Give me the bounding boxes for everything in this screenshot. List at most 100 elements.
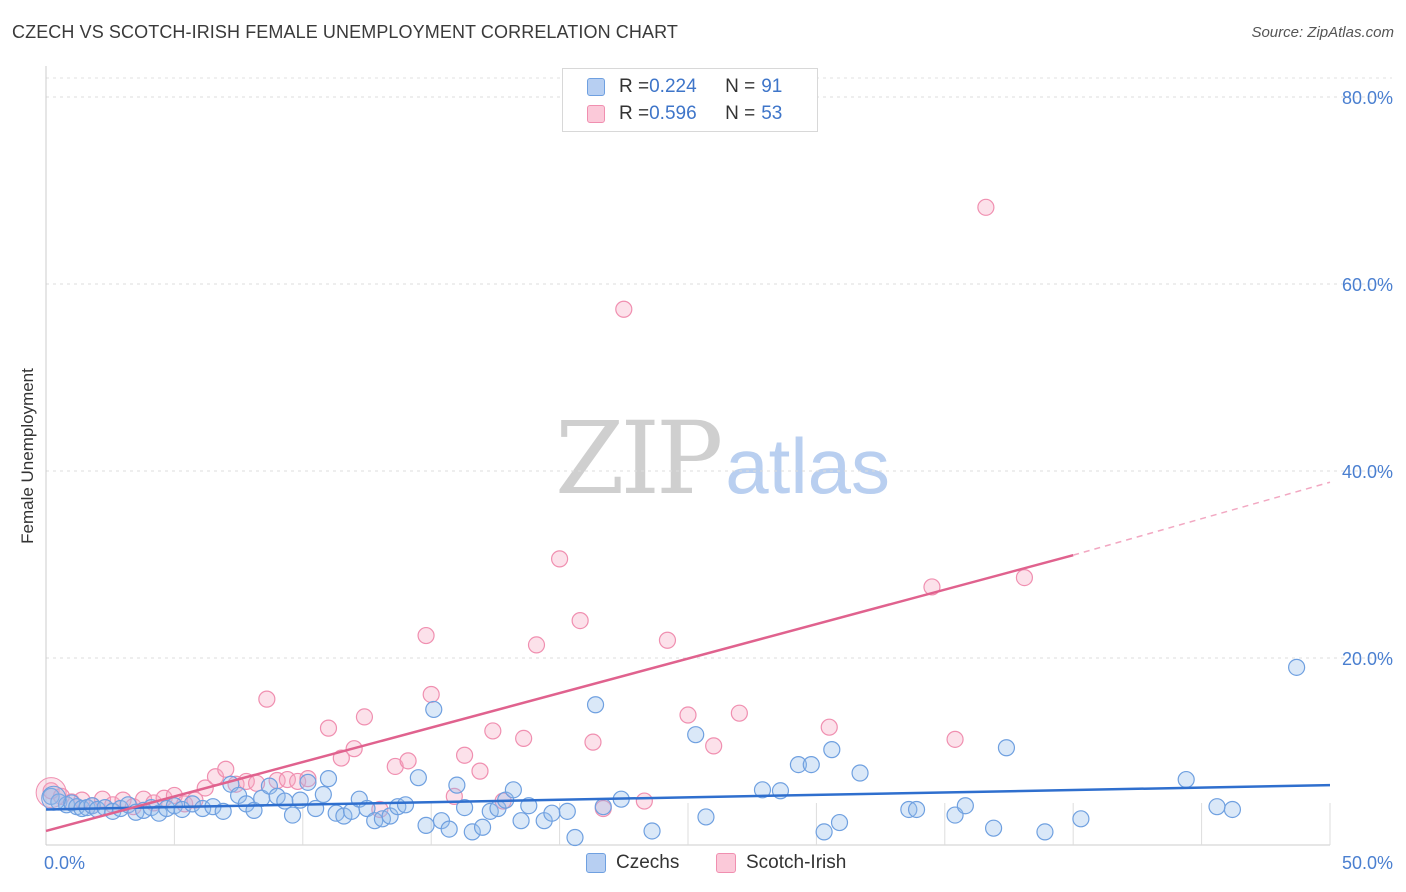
- czechs-point: [1208, 798, 1226, 816]
- scotch-irish-trend-line: [45, 553, 1074, 833]
- scotch-irish-point: [658, 631, 677, 649]
- legend-row-czechs: R = 0.224 N = 91: [587, 75, 782, 99]
- scotch-irish-point: [571, 611, 589, 630]
- czechs-point: [815, 823, 833, 841]
- czechs-point: [586, 696, 605, 714]
- czechs-point: [802, 755, 820, 774]
- czechs-point: [543, 804, 561, 822]
- x-tick-label-min: 0.0%: [44, 853, 85, 873]
- legend-swatch-czechs: [587, 78, 605, 96]
- trend-lines: [45, 481, 1331, 833]
- series-legend-label-scotch-irish: Scotch-Irish: [746, 852, 847, 873]
- czechs-point: [566, 828, 584, 847]
- scotch-irish-point: [820, 718, 838, 736]
- legend-r-label: R =: [619, 76, 650, 97]
- legend-r-value: 0.596: [649, 103, 697, 124]
- czechs-cluster-point: [41, 785, 67, 811]
- scotch-irish-point: [527, 636, 546, 654]
- legend-n-label: N =: [725, 103, 756, 124]
- czechs-point: [173, 800, 191, 819]
- y-tick-label: 80.0%: [1342, 88, 1393, 108]
- scotch-irish-point: [471, 762, 489, 780]
- scotch-irish-point: [946, 730, 964, 748]
- czechs-point: [558, 802, 576, 820]
- watermark-zip: ZIP: [555, 400, 723, 517]
- legend-swatch-scotch-irish: [587, 105, 605, 123]
- czechs-point: [643, 822, 661, 840]
- czechs-point: [830, 813, 849, 832]
- scotch-irish-point: [399, 752, 417, 770]
- scotch-irish-point: [332, 749, 350, 767]
- czechs-point: [1223, 800, 1242, 819]
- scotch-irish-points: [35, 198, 1034, 819]
- czechs-point: [314, 785, 332, 804]
- scotch-irish-point: [550, 550, 569, 568]
- scotch-irish-trend-extension: [1072, 481, 1331, 556]
- czechs-point: [789, 755, 808, 774]
- scotch-irish-point: [417, 626, 435, 645]
- chart-title: CZECH VS SCOTCH-IRISH FEMALE UNEMPLOYMEN…: [12, 22, 678, 42]
- czechs-point: [984, 819, 1003, 837]
- legend-r-label: R =: [619, 103, 650, 124]
- scotch-irish-point: [455, 746, 474, 764]
- scotch-irish-point: [299, 770, 317, 788]
- series-legend-scotch-irish: Scotch-Irish: [716, 852, 846, 874]
- axes: [45, 66, 1331, 846]
- legend-r-value: 0.224: [649, 76, 697, 97]
- czechs-point: [1036, 823, 1054, 841]
- czechs-point: [463, 823, 481, 841]
- scotch-irish-point: [705, 737, 723, 755]
- y-tick-label: 20.0%: [1342, 649, 1393, 669]
- czechs-point: [753, 781, 772, 799]
- czechs-point: [512, 812, 530, 830]
- scotch-irish-point: [635, 792, 653, 810]
- czechs-point: [851, 764, 869, 782]
- scotch-irish-point: [484, 722, 502, 740]
- czechs-point: [319, 770, 338, 788]
- czechs-points: [41, 658, 1306, 847]
- czechs-point: [504, 781, 522, 799]
- scotch-irish-point: [679, 706, 697, 724]
- scotch-irish-point: [422, 685, 440, 704]
- scotch-irish-point: [258, 690, 276, 708]
- czechs-point: [823, 741, 841, 759]
- czechs-point: [396, 796, 415, 814]
- legend-n-label: N =: [725, 76, 756, 97]
- series-legend-swatch-scotch-irish: [716, 853, 736, 873]
- scotch-irish-point: [515, 729, 533, 748]
- scotch-irish-point: [1015, 568, 1034, 587]
- y-tick-label: 60.0%: [1342, 275, 1393, 295]
- gridlines: [46, 77, 1392, 659]
- legend-row-scotch-irish: R = 0.596 N = 53: [587, 102, 782, 126]
- czechs-point: [687, 726, 705, 744]
- czechs-point: [276, 792, 294, 810]
- czechs-point: [1288, 658, 1306, 676]
- scotch-irish-point: [584, 733, 602, 751]
- series-legend-swatch-czechs: [586, 853, 606, 873]
- czechs-point: [448, 776, 466, 794]
- scotch-irish-point: [217, 760, 235, 778]
- series-legend: Czechs Scotch-Irish: [0, 852, 1406, 878]
- czechs-point: [697, 808, 715, 826]
- y-tick-label: 40.0%: [1342, 462, 1393, 482]
- czechs-point: [283, 806, 302, 824]
- czechs-point: [417, 816, 435, 834]
- scotch-irish-point: [445, 787, 463, 805]
- x-tick-label-max: 50.0%: [1342, 853, 1393, 873]
- watermark: ZIPatlas: [555, 400, 890, 517]
- czechs-point: [1072, 810, 1090, 828]
- czechs-point: [520, 797, 538, 815]
- correlation-legend: R = 0.224 N = 91 R = 0.596 N = 53: [562, 68, 818, 132]
- czechs-point: [299, 773, 317, 791]
- czechs-point: [956, 797, 974, 815]
- czechs-point: [1177, 770, 1195, 789]
- czechs-point: [440, 820, 458, 838]
- scotch-irish-point: [977, 198, 995, 216]
- czechs-point: [594, 798, 612, 816]
- czechs-point: [473, 818, 492, 836]
- series-legend-label-czechs: Czechs: [616, 852, 680, 873]
- czechs-point: [907, 800, 926, 819]
- czechs-point: [307, 799, 325, 818]
- legend-n-value: 53: [761, 103, 783, 124]
